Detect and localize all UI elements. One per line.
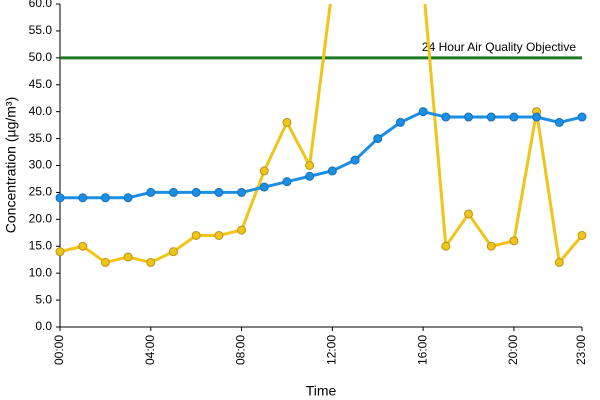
data-point [532,112,542,122]
data-point [282,117,292,127]
data-point [168,187,178,197]
data-point [282,177,292,187]
y-tick-label: 10.0 [29,265,53,279]
data-point [464,209,474,219]
x-tick-label: 20:00 [506,335,520,365]
data-point [168,247,178,257]
data-point [78,193,88,203]
data-point [577,112,587,122]
y-tick-label: 50.0 [29,50,53,64]
data-point [100,257,110,267]
data-point [55,193,65,203]
data-point [464,112,474,122]
data-point [350,155,360,165]
data-point [305,161,315,170]
data-point [123,193,133,203]
data-point [554,257,564,267]
y-tick-label: 40.0 [29,104,53,118]
x-tick-label: 08:00 [234,335,248,365]
data-point [509,236,519,246]
data-point [441,112,451,122]
data-point [554,117,564,127]
data-point [191,230,201,240]
y-axis-label: Concentration (µg/m³) [3,97,19,233]
data-point [418,107,428,117]
y-tick-label: 30.0 [29,158,53,172]
y-tick-label: 45.0 [29,77,53,91]
data-point [577,230,587,240]
x-tick-label: 04:00 [143,335,157,365]
data-point [395,117,405,127]
data-point [55,247,65,257]
data-point [305,171,315,181]
data-point [237,225,247,235]
data-point [509,112,519,122]
data-point [237,187,247,197]
data-point [214,230,224,240]
x-tick-label: 00:00 [52,335,66,365]
x-tick-label: 12:00 [325,335,339,365]
data-point [486,241,496,251]
data-point [123,252,133,262]
data-point [259,182,269,192]
data-point [441,241,451,251]
data-point [100,193,110,203]
y-tick-label: 35.0 [29,131,53,145]
series-line [60,110,583,200]
data-point [486,112,496,122]
y-tick-label: 25.0 [29,185,53,199]
x-tick-label: 23:00 [574,335,588,365]
y-tick-label: 15.0 [29,238,53,252]
y-tick-label: 0.0 [35,319,52,333]
x-axis-label: Time [306,383,337,399]
data-point [146,187,156,197]
x-tick-label: 16:00 [415,335,429,365]
objective-label: 24 Hour Air Quality Objective [422,40,576,54]
data-point [214,187,224,197]
data-point [373,134,383,144]
data-point [191,187,201,197]
y-tick-label: 60.0 [29,0,53,10]
data-point [78,241,88,251]
y-tick-label: 55.0 [29,23,53,37]
y-tick-label: 20.0 [29,212,53,226]
data-point [259,166,269,176]
data-point [146,257,156,267]
y-tick-label: 5.0 [35,292,52,306]
data-point [327,166,337,176]
plot-area [55,4,587,267]
